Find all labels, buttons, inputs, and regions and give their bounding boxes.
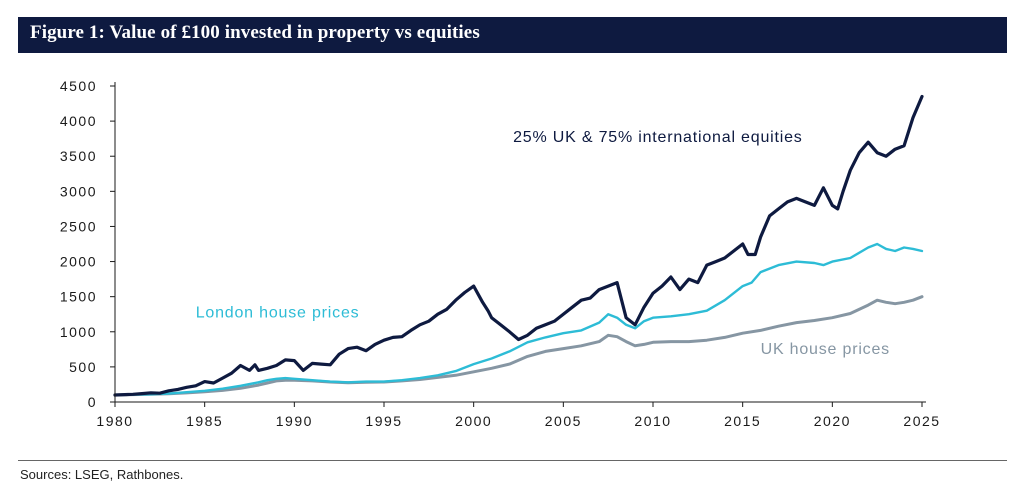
- series-layer: [113, 94, 924, 397]
- line-chart: 0 500 1000 1500 2000 2500 3000 3500 4000 4500 1980…: [60, 78, 940, 429]
- label-layer: 25% UK & 75% international equities Londo…: [196, 129, 890, 358]
- y-tick-label: 4000: [60, 113, 97, 129]
- x-tick-label: 2025: [903, 413, 940, 429]
- series-london-line: [113, 242, 924, 397]
- label-london: London house prices: [196, 305, 360, 322]
- y-tick-label: 2500: [60, 218, 97, 234]
- y-tick-label: 4500: [60, 78, 97, 94]
- x-tick-label: 2000: [455, 413, 492, 429]
- x-tick-label: 1980: [96, 413, 133, 429]
- x-tick-label: 1990: [276, 413, 313, 429]
- source-note: Sources: LSEG, Rathbones.: [20, 467, 184, 482]
- x-tick-label: 2020: [814, 413, 851, 429]
- chart-title: Figure 1: Value of £100 invested in prop…: [30, 22, 480, 43]
- x-tick-label: 1985: [186, 413, 223, 429]
- y-tick-label: 3000: [60, 183, 97, 199]
- series-uk-line: [113, 295, 924, 397]
- y-tick-label: 500: [69, 359, 97, 375]
- label-uk: UK house prices: [761, 341, 890, 358]
- x-tick-label: 2010: [634, 413, 671, 429]
- x-tick-label: 2015: [724, 413, 761, 429]
- x-tick-label: 2005: [545, 413, 582, 429]
- series-equities-line: [113, 94, 924, 397]
- footer-divider: [18, 460, 1007, 461]
- y-tick-label: 1500: [60, 289, 97, 305]
- y-tick-label: 0: [88, 394, 97, 410]
- y-tick-label: 1000: [60, 324, 97, 340]
- axes-layer: 0 500 1000 1500 2000 2500 3000 3500 4000 4500 1980…: [60, 78, 940, 429]
- x-tick-label: 1995: [365, 413, 402, 429]
- y-tick-label: 3500: [60, 148, 97, 164]
- label-equities: 25% UK & 75% international equities: [513, 129, 803, 146]
- y-tick-label: 2000: [60, 254, 97, 270]
- title-bar: Figure 1: Value of £100 invested in prop…: [18, 17, 1007, 53]
